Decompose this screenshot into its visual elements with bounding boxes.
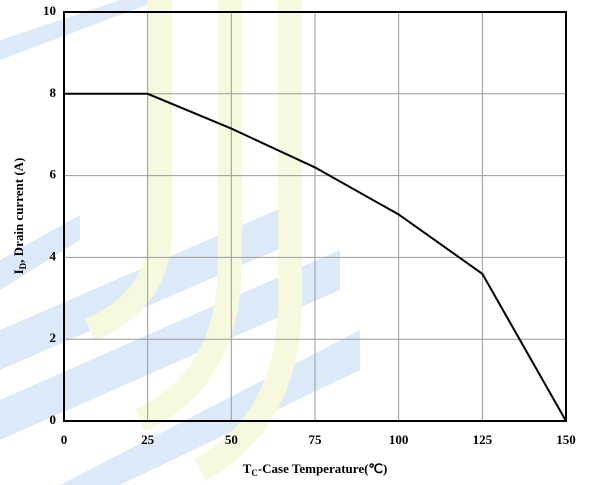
x-tick-label: 50 — [225, 432, 238, 447]
y-tick-label: 8 — [50, 85, 57, 100]
y-axis-label: ID, Drain current (A) — [11, 158, 28, 275]
x-label-rest: -Case Temperature(℃) — [258, 461, 388, 476]
x-tick-label: 150 — [556, 432, 576, 447]
watermark — [0, 0, 360, 485]
plot-frame — [63, 11, 567, 422]
y-label-rest: , Drain current (A) — [11, 158, 26, 263]
y-tick-label: 0 — [50, 412, 57, 427]
x-label-sub: C — [251, 468, 258, 478]
y-tick-label: 10 — [43, 3, 56, 18]
x-label-main: T — [243, 461, 252, 476]
y-tick-label: 6 — [50, 167, 57, 182]
data-line — [64, 92, 567, 422]
x-tick-label: 25 — [141, 432, 155, 447]
x-axis-label: TC-Case Temperature(℃) — [243, 461, 388, 478]
x-tick-label: 0 — [61, 432, 68, 447]
x-tick-label: 125 — [473, 432, 493, 447]
y-tick-label: 4 — [50, 248, 57, 263]
y-tick-label: 2 — [50, 330, 57, 345]
y-label-sub: D — [18, 262, 28, 269]
grid — [63, 11, 567, 422]
y-label-main: I — [11, 269, 26, 274]
x-tick-label: 75 — [309, 432, 323, 447]
x-tick-label: 100 — [389, 432, 409, 447]
